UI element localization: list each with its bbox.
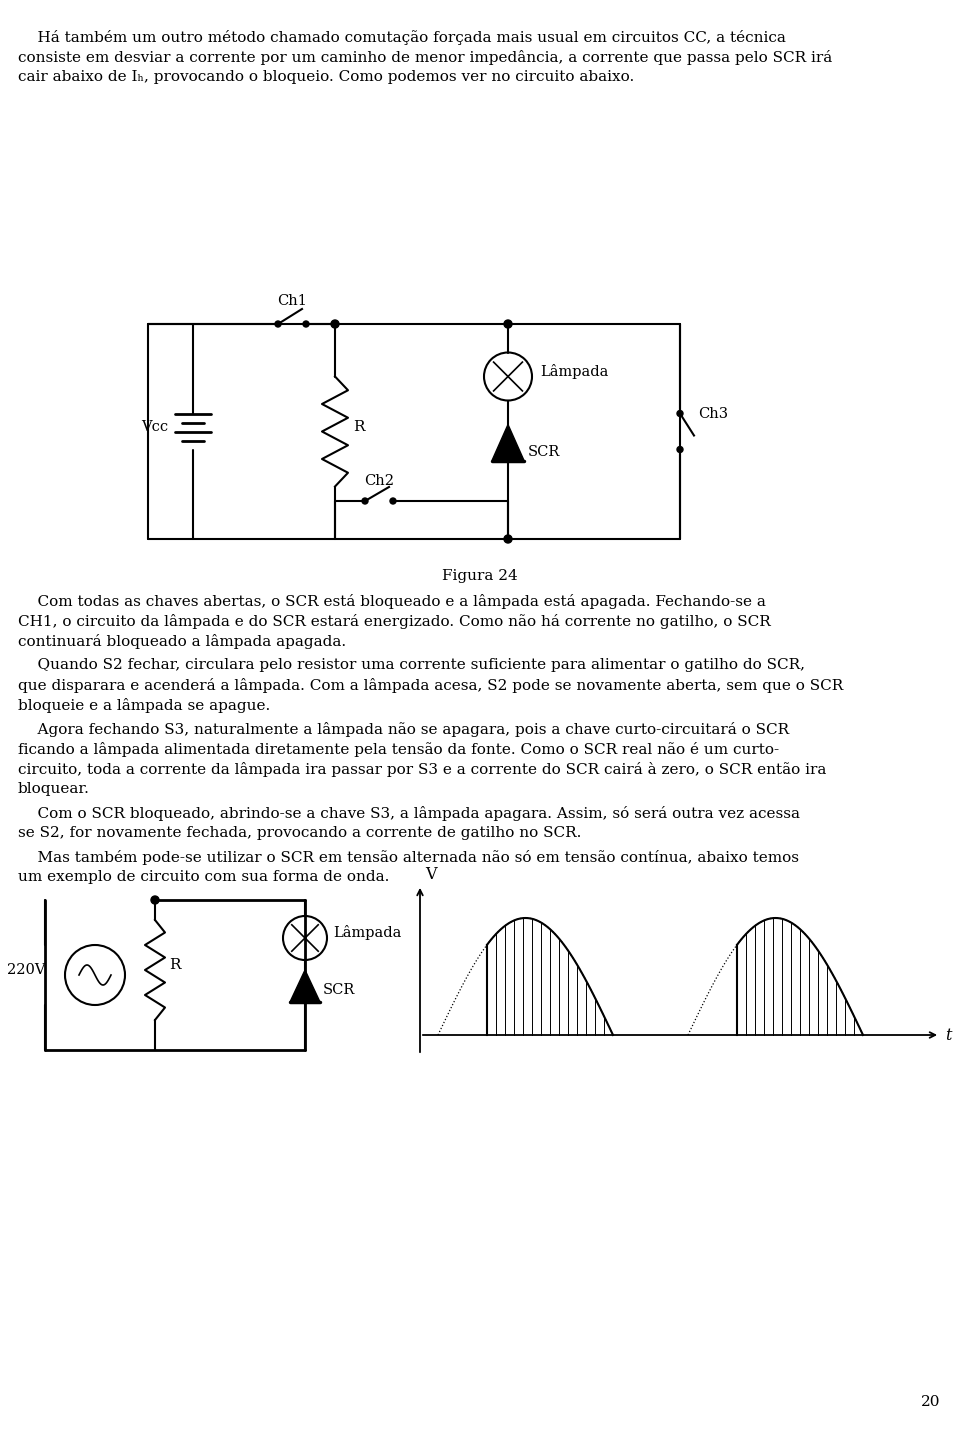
Text: Ch3: Ch3: [698, 406, 728, 420]
Text: se S2, for novamente fechada, provocando a corrente de gatilho no SCR.: se S2, for novamente fechada, provocando…: [18, 826, 582, 840]
Circle shape: [303, 322, 309, 327]
Text: Ch1: Ch1: [277, 294, 307, 309]
Circle shape: [677, 446, 683, 453]
Text: cair abaixo de Iₕ, provocando o bloqueio. Como podemos ver no circuito abaixo.: cair abaixo de Iₕ, provocando o bloqueio…: [18, 70, 635, 84]
Text: circuito, toda a corrente da lâmpada ira passar por S3 e a corrente do SCR cairá: circuito, toda a corrente da lâmpada ira…: [18, 762, 827, 777]
Circle shape: [275, 322, 281, 327]
Text: continuará bloqueado a lâmpada apagada.: continuará bloqueado a lâmpada apagada.: [18, 634, 347, 649]
Text: Lâmpada: Lâmpada: [540, 364, 609, 379]
Circle shape: [331, 320, 339, 329]
Text: Mas também pode-se utilizar o SCR em tensão alternada não só em tensão contínua,: Mas também pode-se utilizar o SCR em ten…: [18, 850, 799, 865]
Text: um exemplo de circuito com sua forma de onda.: um exemplo de circuito com sua forma de …: [18, 870, 390, 885]
Text: R: R: [353, 420, 365, 433]
Text: Ch2: Ch2: [364, 474, 394, 487]
Text: SCR: SCR: [323, 983, 355, 997]
Text: ficando a lâmpada alimentada diretamente pela tensão da fonte. Como o SCR real n: ficando a lâmpada alimentada diretamente…: [18, 742, 780, 757]
Text: Figura 24: Figura 24: [443, 569, 517, 583]
Text: R: R: [169, 957, 180, 972]
Polygon shape: [290, 970, 320, 1002]
Circle shape: [504, 320, 512, 329]
Circle shape: [677, 410, 683, 416]
Text: bloqueie e a lâmpada se apague.: bloqueie e a lâmpada se apague.: [18, 697, 271, 713]
Text: Com o SCR bloqueado, abrindo-se a chave S3, a lâmpada apagara. Assim, só será ou: Com o SCR bloqueado, abrindo-se a chave …: [18, 806, 800, 822]
Circle shape: [390, 497, 396, 504]
Text: 220V: 220V: [8, 963, 46, 977]
Circle shape: [362, 497, 368, 504]
Text: 20: 20: [921, 1395, 940, 1409]
Text: bloquear.: bloquear.: [18, 782, 90, 796]
Text: Há também um outro método chamado comutação forçada mais usual em circuitos CC, : Há também um outro método chamado comuta…: [18, 30, 786, 44]
Text: que disparara e acenderá a lâmpada. Com a lâmpada acesa, S2 pode se novamente ab: que disparara e acenderá a lâmpada. Com …: [18, 677, 843, 693]
Text: t: t: [945, 1026, 951, 1043]
Text: Agora fechando S3, naturalmente a lâmpada não se apagara, pois a chave curto-cir: Agora fechando S3, naturalmente a lâmpad…: [18, 722, 789, 737]
Text: Quando S2 fechar, circulara pelo resistor uma corrente suficiente para alimentar: Quando S2 fechar, circulara pelo resisto…: [18, 657, 805, 672]
Text: CH1, o circuito da lâmpada e do SCR estará energizado. Como não há corrente no g: CH1, o circuito da lâmpada e do SCR esta…: [18, 614, 771, 629]
Circle shape: [151, 896, 159, 905]
Text: SCR: SCR: [528, 444, 561, 459]
Text: Lâmpada: Lâmpada: [333, 925, 401, 939]
Text: V: V: [425, 866, 437, 883]
Text: consiste em desviar a corrente por um caminho de menor impedância, a corrente qu: consiste em desviar a corrente por um ca…: [18, 50, 832, 64]
Text: Vcc: Vcc: [141, 420, 168, 433]
Polygon shape: [492, 424, 524, 460]
Text: Com todas as chaves abertas, o SCR está bloqueado e a lâmpada está apagada. Fech: Com todas as chaves abertas, o SCR está …: [18, 594, 766, 609]
Circle shape: [504, 534, 512, 543]
